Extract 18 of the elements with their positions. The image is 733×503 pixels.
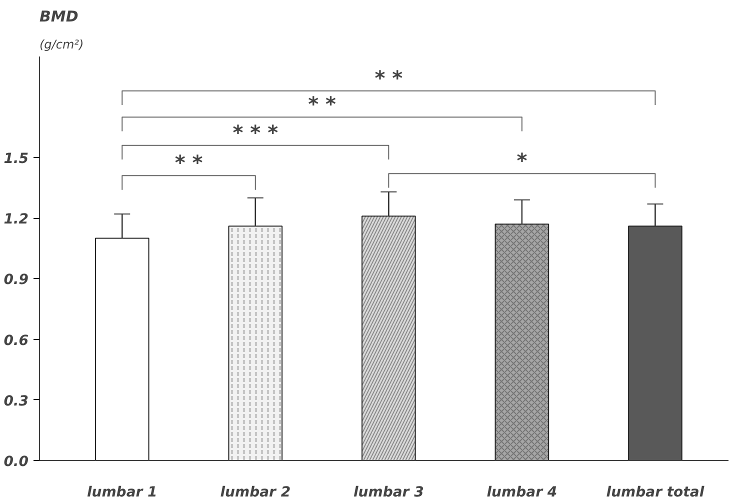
annotation: * *	[374, 66, 404, 90]
annotation: * *	[174, 150, 204, 175]
y-tick-label: 0.9	[4, 272, 29, 288]
y-tick-label: 0.6	[4, 332, 29, 349]
y-axis-title: (g/cm²)	[40, 38, 84, 52]
annotation: *	[516, 148, 528, 173]
x-tick-label: lumbar 4	[486, 484, 558, 500]
y-tick-label: 1.2	[4, 212, 29, 228]
y-tick-label: 1.5	[4, 151, 29, 167]
chart-title: BMD	[40, 8, 78, 26]
x-tick-label: lumbar 2	[220, 484, 291, 500]
text: 0.0	[4, 454, 29, 470]
x-tick-label: lumbar 1	[86, 484, 158, 500]
x-tick-label: lumbar total	[606, 484, 704, 500]
annotation: * * *	[232, 120, 279, 144]
x-tick-label: lumbar 3	[353, 484, 424, 500]
annotation: * *	[308, 92, 337, 116]
y-tick-label: 0.3	[4, 393, 29, 410]
